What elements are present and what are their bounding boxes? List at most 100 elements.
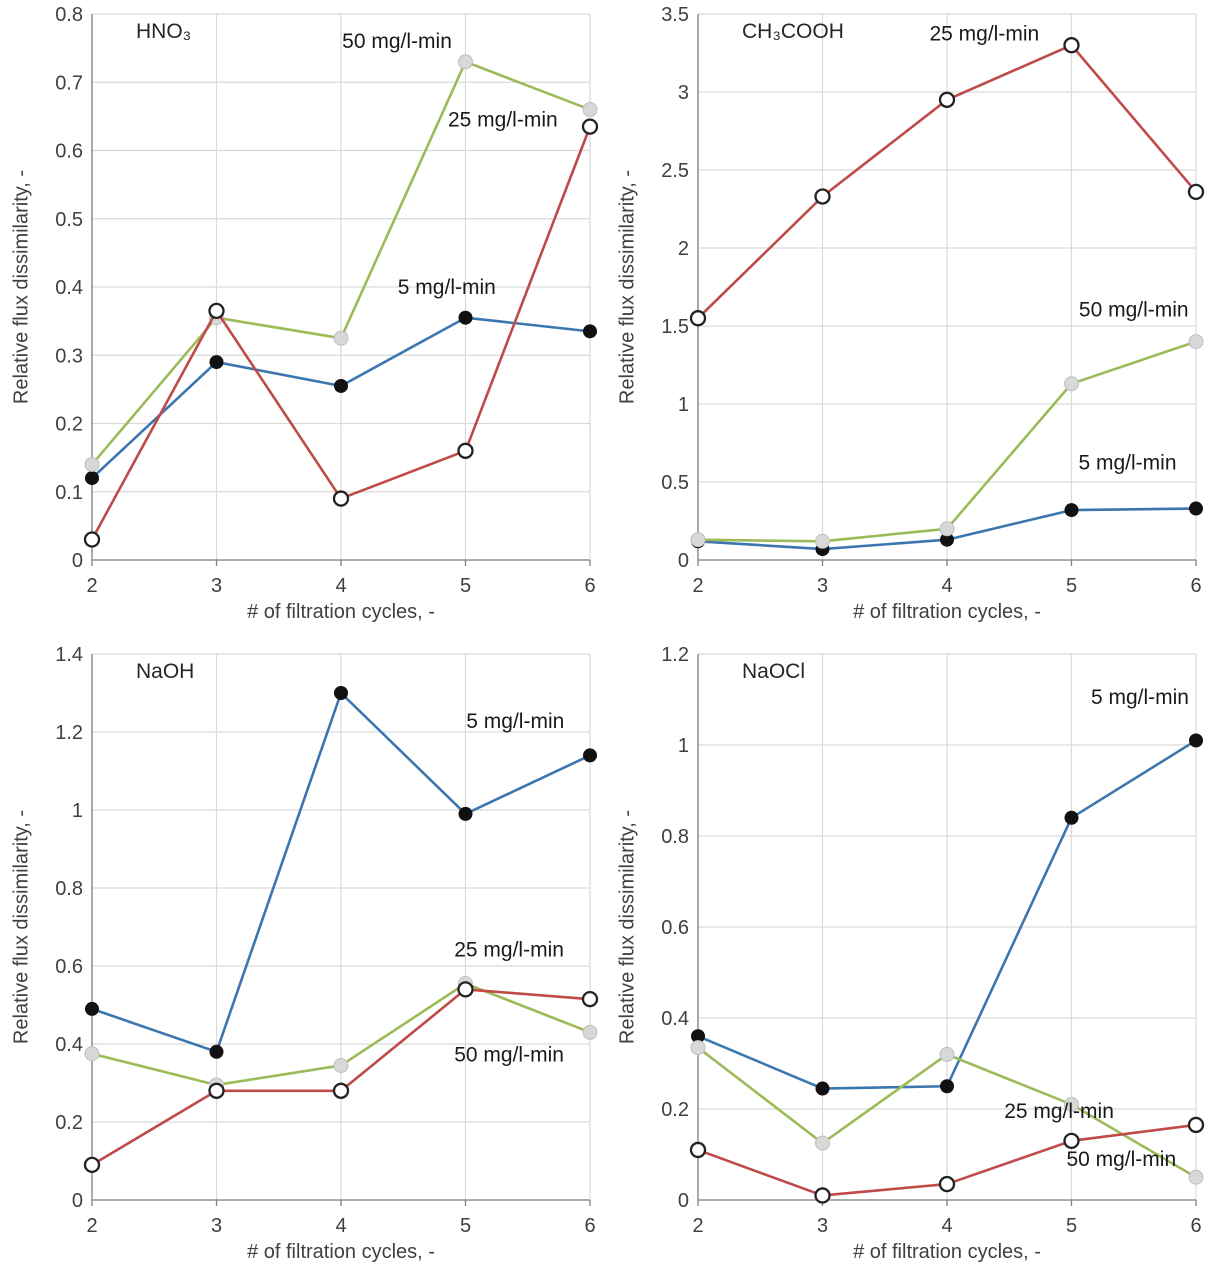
data-point-marker-5-mg-l-min — [691, 1029, 705, 1044]
series-label-50-mg-l-min: 50 mg/l-min — [454, 1044, 564, 1067]
data-point-marker-25-mg-l-min — [938, 1175, 956, 1193]
data-point-marker-5-mg-l-min — [209, 355, 224, 370]
hno3-line-chart: 2 3 4 5 6 0 0.1 0.2 0.3 0.4 0.5 0.6 0.7 0.8 50 mg/l-mi… — [55, 4, 599, 597]
x-tick-label: 3 — [817, 1215, 828, 1237]
y-tick-label: 0 — [72, 550, 83, 572]
data-point-marker-5-mg-l-min — [458, 806, 473, 821]
data-point-marker-50-mg-l-min — [690, 532, 706, 548]
data-point-marker-50-mg-l-min — [690, 1040, 706, 1056]
x-tick-label: 4 — [941, 575, 952, 597]
x-tick-label: 2 — [86, 1215, 97, 1237]
y-tick-label: 1 — [72, 800, 83, 822]
data-point-marker-25-mg-l-min — [83, 1156, 101, 1174]
y-tick-label: 0 — [678, 550, 689, 572]
data-point-marker-25-mg-l-min — [457, 981, 474, 998]
data-point-marker-50-mg-l-min — [84, 456, 100, 472]
data-point-marker-5-mg-l-min — [1064, 503, 1079, 518]
data-point-marker-50-mg-l-min — [333, 1057, 349, 1073]
data-point-marker-25-mg-l-min — [457, 442, 474, 459]
data-point-marker-50-mg-l-min — [582, 1024, 598, 1040]
series-label-25-mg-l-min: 25 mg/l-min — [1004, 1100, 1114, 1123]
data-point-marker-50-mg-l-min — [84, 1046, 100, 1062]
chart-panel-hno3: 2 3 4 5 6 0 0.1 0.2 0.3 0.4 0.5 0.6 0.7 0.8 50 mg/l-mi… — [0, 0, 606, 640]
data-point-marker-50-mg-l-min — [333, 330, 349, 346]
x-tick-label: 5 — [460, 575, 471, 597]
data-point-marker-50-mg-l-min — [939, 1046, 955, 1062]
y-tick-label: 0 — [678, 1190, 689, 1212]
chart-title-hno3: HNO₃ — [136, 20, 192, 43]
data-point-marker-5-mg-l-min — [940, 1079, 954, 1094]
data-point-marker-25-mg-l-min — [938, 91, 956, 108]
series-label-5-mg-l-min: 5 mg/l-min — [466, 710, 564, 733]
data-point-marker-5-mg-l-min — [334, 686, 348, 700]
x-tick-label: 3 — [817, 575, 828, 597]
data-point-marker-5-mg-l-min — [1189, 501, 1203, 516]
data-point-marker-25-mg-l-min — [814, 188, 831, 205]
y-tick-label: 0.7 — [55, 72, 83, 94]
data-point-marker-25-mg-l-min — [83, 531, 101, 548]
data-point-marker-5-mg-l-min — [85, 471, 99, 486]
naoh-line-chart: 2 3 4 5 6 0 0.2 0.4 0.6 0.8 1 1.2 1.4 5 mg/l-min 25 mg… — [55, 644, 599, 1237]
y-axis-title: Relative flux dissimilarity, - — [10, 169, 33, 405]
data-point-marker-50-mg-l-min — [1188, 1169, 1204, 1185]
data-point-marker-25-mg-l-min — [332, 1082, 350, 1099]
data-point-marker-25-mg-l-min — [689, 310, 707, 327]
series-label-5-mg-l-min: 5 mg/l-min — [398, 276, 496, 299]
data-point-marker-5-mg-l-min — [815, 1081, 830, 1096]
data-point-marker-5-mg-l-min — [583, 324, 597, 339]
x-tick-label: 2 — [692, 1215, 703, 1237]
data-point-marker-5-mg-l-min — [1189, 733, 1203, 748]
data-point-marker-5-mg-l-min — [458, 310, 473, 325]
data-point-marker-25-mg-l-min — [581, 118, 599, 135]
x-tick-label: 6 — [584, 1215, 595, 1237]
data-point-marker-25-mg-l-min — [332, 490, 350, 507]
data-point-marker-25-mg-l-min — [1063, 1132, 1080, 1150]
data-point-marker-25-mg-l-min — [208, 302, 225, 320]
data-point-marker-5-mg-l-min — [583, 748, 597, 763]
x-axis-title: # of filtration cycles, - — [853, 601, 1041, 623]
series-label-5-mg-l-min: 5 mg/l-min — [1079, 452, 1177, 475]
y-tick-label: 0.6 — [55, 956, 83, 978]
y-tick-label: 1.2 — [661, 644, 689, 666]
data-point-marker-50-mg-l-min — [1064, 1096, 1079, 1112]
y-tick-label: 0.4 — [55, 1034, 83, 1056]
y-tick-label: 3 — [678, 82, 689, 104]
data-point-marker-50-mg-l-min — [1188, 334, 1204, 350]
y-axis-title: Relative flux dissimilarity, - — [616, 169, 639, 405]
data-point-marker-25-mg-l-min — [689, 1141, 707, 1159]
data-point-marker-25-mg-l-min — [581, 990, 599, 1008]
x-tick-label: 4 — [941, 1215, 952, 1237]
data-point-marker-50-mg-l-min — [458, 54, 473, 70]
data-point-marker-50-mg-l-min — [582, 102, 598, 118]
series-label-25-mg-l-min: 25 mg/l-min — [448, 109, 558, 132]
y-tick-label: 0.4 — [55, 277, 83, 299]
y-tick-label: 0.6 — [55, 141, 83, 163]
data-point-marker-5-mg-l-min — [334, 378, 348, 393]
x-axis-title: # of filtration cycles, - — [853, 1241, 1041, 1263]
series-label-50-mg-l-min: 50 mg/l-min — [1066, 1148, 1176, 1171]
data-point-marker-25-mg-l-min — [1063, 37, 1080, 54]
x-axis-title: # of filtration cycles, - — [247, 601, 435, 623]
x-tick-label: 6 — [1190, 575, 1201, 597]
series-label-50-mg-l-min: 50 mg/l-min — [342, 30, 452, 53]
data-point-marker-25-mg-l-min — [1187, 1116, 1205, 1134]
series-label-5-mg-l-min: 5 mg/l-min — [1091, 686, 1189, 709]
y-tick-label: 0.8 — [661, 826, 689, 848]
chart-title-ch3cooh: CH₃COOH — [742, 20, 844, 43]
y-tick-label: 0.4 — [661, 1008, 689, 1030]
y-tick-label: 0 — [72, 1190, 83, 1212]
series-label-25-mg-l-min: 25 mg/l-min — [454, 938, 564, 961]
y-tick-label: 0.5 — [661, 472, 689, 494]
y-tick-label: 0.8 — [55, 4, 83, 26]
x-tick-label: 4 — [335, 1215, 346, 1237]
data-point-marker-50-mg-l-min — [939, 521, 955, 537]
x-tick-label: 6 — [1190, 1215, 1201, 1237]
y-tick-label: 1 — [678, 394, 689, 416]
chart-title-naoh: NaOH — [136, 660, 195, 683]
chart-title-naocl: NaOCl — [742, 660, 806, 683]
y-tick-label: 0.3 — [55, 345, 83, 367]
y-tick-label: 2 — [678, 238, 689, 260]
x-tick-label: 2 — [86, 575, 97, 597]
series-label-25-mg-l-min: 25 mg/l-min — [929, 23, 1039, 46]
